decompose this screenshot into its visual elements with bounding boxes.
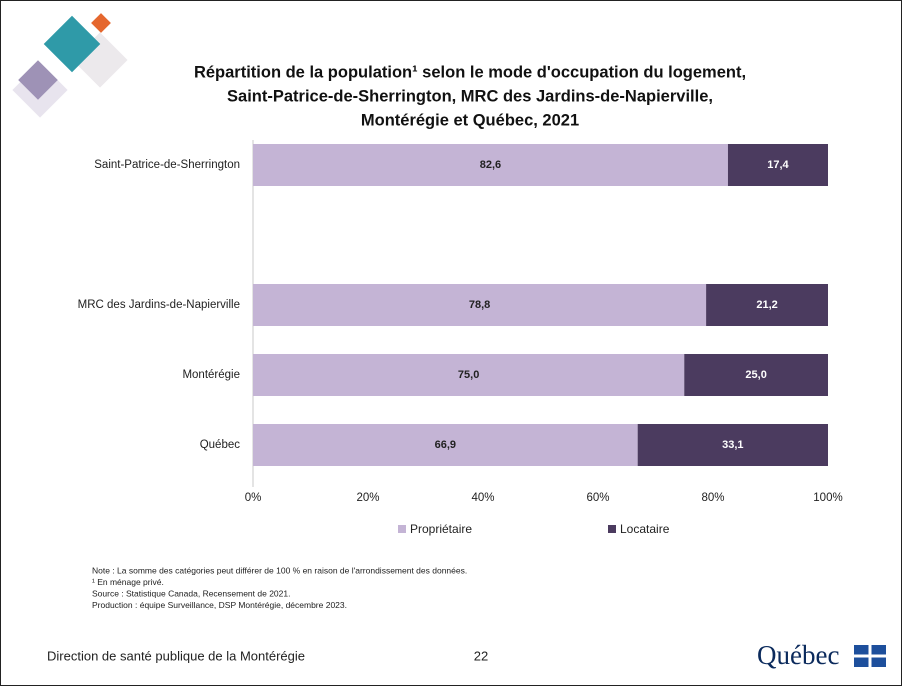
legend-label: Locataire — [620, 522, 670, 536]
bar-segment — [253, 354, 685, 396]
notes: Note : La somme des catégories peut diff… — [92, 565, 467, 610]
note: Production : équipe Surveillance, DSP Mo… — [92, 600, 347, 610]
corner-logo — [11, 13, 129, 119]
x-tick-label: 40% — [471, 492, 494, 504]
data-label: 75,0 — [458, 369, 479, 381]
chart-title: Montérégie et Québec, 2021 — [361, 111, 579, 129]
category-label: Québec — [200, 439, 241, 451]
footer-organization: Direction de santé publique de la Montér… — [47, 648, 305, 663]
category-label: Saint-Patrice-de-Sherrington — [94, 159, 240, 171]
data-label: 33,1 — [722, 439, 743, 451]
bar-segment — [637, 424, 828, 466]
x-tick-label: 0% — [245, 492, 262, 504]
note: Source : Statistique Canada, Recensement… — [92, 588, 290, 598]
bar-segment — [253, 144, 728, 186]
legend-swatch — [608, 525, 616, 533]
x-tick-label: 60% — [586, 492, 609, 504]
bar-segment — [684, 354, 828, 396]
bar-segment — [253, 424, 638, 466]
note: Note : La somme des catégories peut diff… — [92, 565, 467, 575]
bar-segment — [253, 284, 707, 326]
quebec-logo: Québec — [757, 640, 839, 670]
page-number: 22 — [474, 648, 488, 663]
data-label: 25,0 — [745, 369, 766, 381]
data-label: 66,9 — [435, 439, 456, 451]
note: ¹ En ménage privé. — [92, 577, 164, 587]
x-tick-label: 20% — [356, 492, 379, 504]
data-label: 21,2 — [756, 299, 777, 311]
logo-square — [91, 13, 111, 33]
chart-title: Saint-Patrice-de-Sherrington, MRC des Ja… — [227, 87, 713, 105]
x-tick-label: 100% — [813, 492, 842, 504]
category-label: Montérégie — [182, 369, 240, 381]
bar-segment — [727, 144, 828, 186]
bar-segment — [706, 284, 828, 326]
data-label: 78,8 — [469, 299, 490, 311]
logo-square — [43, 15, 101, 73]
data-label: 17,4 — [767, 159, 789, 171]
legend-label: Propriétaire — [410, 522, 472, 536]
x-tick-label: 80% — [701, 492, 724, 504]
legend-swatch — [398, 525, 406, 533]
category-label: MRC des Jardins-de-Napierville — [78, 299, 240, 311]
data-label: 82,6 — [480, 159, 501, 171]
quebec-flag — [854, 645, 886, 667]
chart-title: Répartition de la population¹ selon le m… — [194, 63, 746, 81]
